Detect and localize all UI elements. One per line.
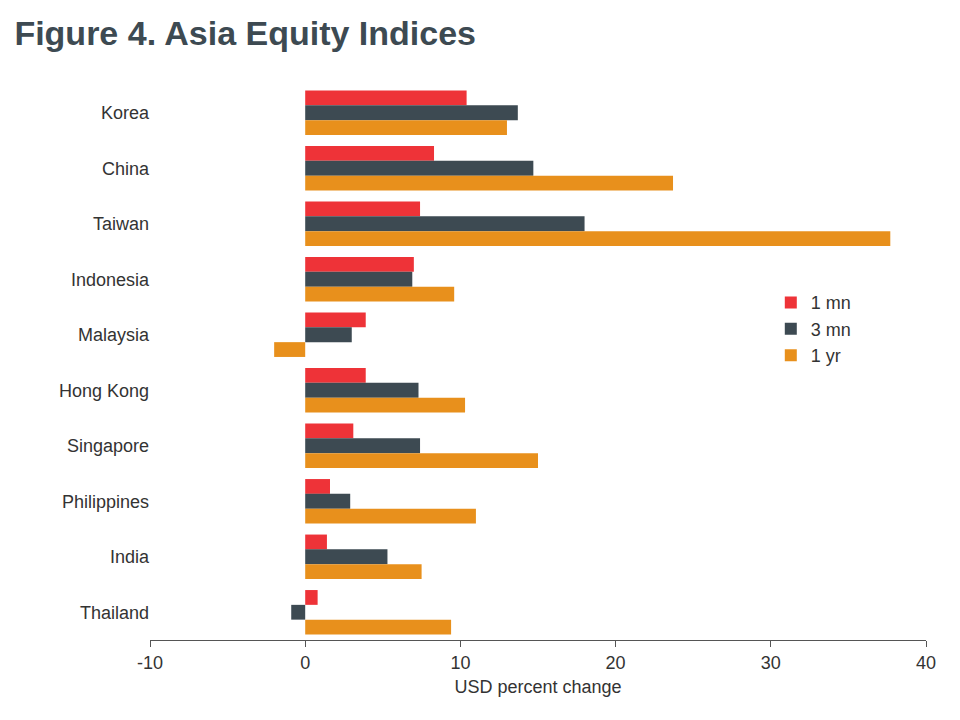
svg-text:Thailand: Thailand: [80, 603, 149, 623]
svg-text:USD percent change: USD percent change: [454, 677, 621, 697]
svg-text:1 yr: 1 yr: [811, 346, 841, 366]
svg-text:1 mn: 1 mn: [811, 293, 851, 313]
svg-text:Philippines: Philippines: [62, 492, 149, 512]
svg-text:Singapore: Singapore: [67, 436, 149, 456]
svg-text:-10: -10: [137, 653, 163, 673]
svg-text:Figure 4. Asia Equity Indices: Figure 4. Asia Equity Indices: [14, 14, 476, 52]
svg-text:Taiwan: Taiwan: [93, 214, 149, 234]
svg-text:Hong Kong: Hong Kong: [59, 381, 149, 401]
svg-text:40: 40: [916, 653, 936, 673]
svg-text:3 mn: 3 mn: [811, 320, 851, 340]
svg-text:Malaysia: Malaysia: [78, 325, 150, 345]
svg-text:Korea: Korea: [101, 103, 150, 123]
svg-text:30: 30: [761, 653, 781, 673]
svg-text:10: 10: [450, 653, 470, 673]
svg-text:China: China: [102, 159, 150, 179]
svg-text:India: India: [110, 547, 150, 567]
svg-text:0: 0: [300, 653, 310, 673]
svg-text:Indonesia: Indonesia: [71, 270, 150, 290]
svg-text:20: 20: [606, 653, 626, 673]
